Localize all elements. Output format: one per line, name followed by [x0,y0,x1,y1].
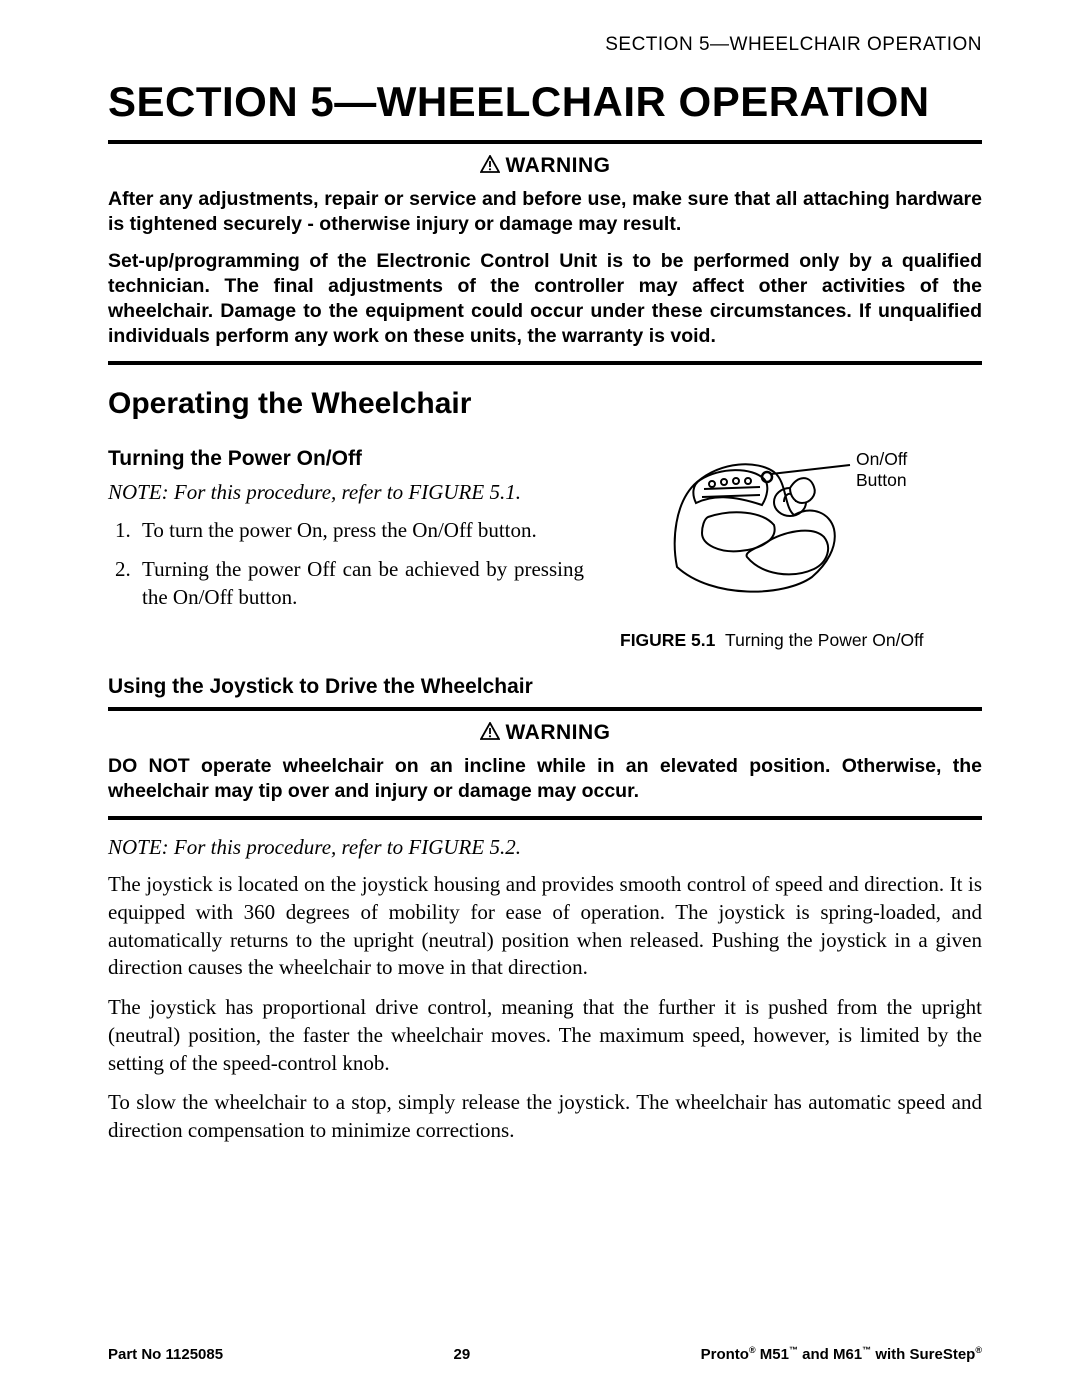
joystick-heading: Using the Joystick to Drive the Wheelcha… [108,675,982,699]
warning2-label: WARNING [506,721,611,744]
warning1-label: WARNING [506,154,611,177]
joystick-controller-illustration-icon [612,447,982,617]
section-title: SECTION 5—WHEELCHAIR OPERATION [108,78,982,126]
warning2-para1: DO NOT operate wheelchair on an incline … [108,754,982,804]
running-header: SECTION 5—WHEELCHAIR OPERATION [108,34,982,56]
warning1-para1: After any adjustments, repair or service… [108,187,982,237]
warning1-header: WARNING [108,154,982,179]
rule-top-warning1 [108,140,982,144]
figure-5-1: On/OffButton FIGURE 5.1 Turning the Powe… [612,435,982,651]
warning-triangle-icon [480,722,500,746]
rule-bottom-warning2 [108,816,982,820]
figure-5-1-caption-bold: FIGURE 5.1 [620,630,715,650]
rule-bottom-warning1 [108,361,982,365]
power-section-text: Turning the Power On/Off NOTE: For this … [108,435,584,621]
power-heading: Turning the Power On/Off [108,447,584,471]
onoff-callout: On/OffButton [856,449,907,491]
figure-5-1-caption-rest: Turning the Power On/Off [725,630,923,650]
footer-page-number: 29 [454,1346,471,1363]
power-step-2: Turning the power Off can be achieved by… [136,555,584,612]
body-p3: To slow the wheelchair to a stop, simply… [108,1089,982,1144]
warning-triangle-icon [480,155,500,179]
onoff-callout-text: On/OffButton [856,449,907,490]
power-note: NOTE: For this procedure, refer to FIGUR… [108,479,584,506]
rule-top-warning2 [108,707,982,711]
body-p2: The joystick has proportional drive cont… [108,994,982,1077]
power-section-columns: Turning the Power On/Off NOTE: For this … [108,435,982,651]
joystick-note: NOTE: For this procedure, refer to FIGUR… [108,834,982,861]
body-p1: The joystick is located on the joystick … [108,871,982,982]
figure-5-1-box: On/OffButton [612,435,982,622]
footer-part-no: Part No 1125085 [108,1346,223,1363]
power-step-1: To turn the power On, press the On/Off b… [136,516,584,544]
warning2-header: WARNING [108,721,982,746]
warning1-para2: Set-up/programming of the Electronic Con… [108,249,982,349]
figure-5-1-caption: FIGURE 5.1 Turning the Power On/Off [612,630,982,651]
operating-heading: Operating the Wheelchair [108,387,982,421]
power-steps: To turn the power On, press the On/Off b… [108,516,584,611]
footer: Part No 1125085 29 Pronto® M51™ and M61™… [108,1345,982,1363]
page: SECTION 5—WHEELCHAIR OPERATION SECTION 5… [0,0,1080,1397]
footer-product: Pronto® M51™ and M61™ with SureStep® [701,1345,982,1363]
